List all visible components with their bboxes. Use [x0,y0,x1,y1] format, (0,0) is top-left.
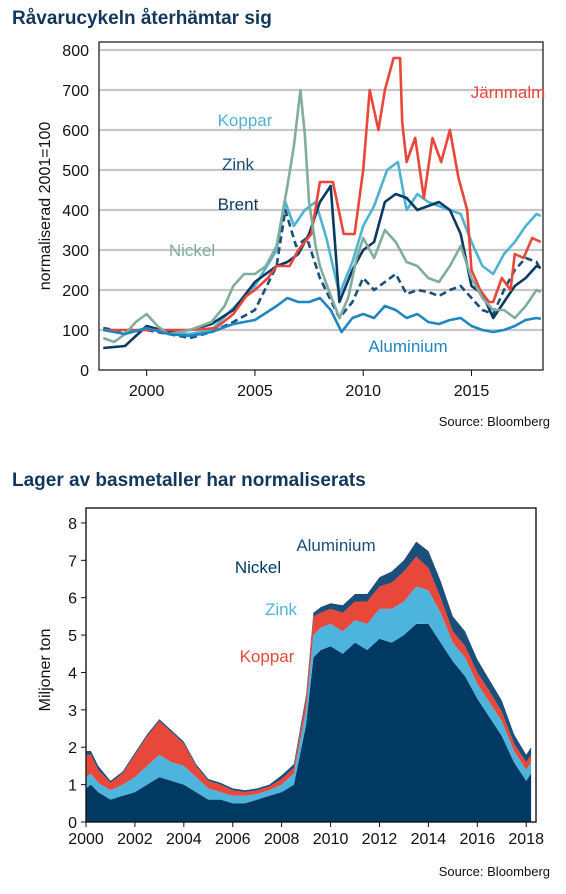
chart1-title: Råvarucykeln återhämtar sig [12,8,272,29]
area-koppar [86,556,532,796]
area-aluminium [86,623,532,822]
x-tick-label: 2016 [460,831,496,848]
y-tick-label: 300 [62,243,89,260]
series-line-aluminium [103,296,542,338]
x-tick-label: 2002 [117,831,153,848]
y-tick-label: 2 [68,740,77,757]
y-tick-label: 800 [62,43,89,60]
y-tick-label: 7 [68,553,77,570]
y-axis-label: Miljoner ton [37,629,54,712]
series-label-zink: Zink [222,155,255,174]
y-tick-label: 200 [62,283,89,300]
x-tick-label: 2018 [508,831,544,848]
chart2-title: Lager av basmetaller har normaliserats [12,470,366,491]
x-tick-label: 2000 [129,383,165,400]
x-tick-label: 2010 [345,383,381,400]
x-tick-label: 2015 [454,383,490,400]
chart1-source: Source: Bloomberg [438,414,550,429]
y-tick-label: 600 [62,123,89,140]
y-tick-label: 6 [68,591,77,608]
y-tick-label: 5 [68,628,77,645]
area-label-zink: Zink [265,600,298,619]
chart2-source: Source: Bloomberg [438,864,550,879]
series-label-jarnmalm: Järnmalm [471,83,546,102]
y-tick-label: 8 [68,516,77,533]
x-tick-label: 2005 [237,383,273,400]
series-line-koppar [103,160,542,336]
x-tick-label: 2014 [411,831,447,848]
series-line-jarnmalm [103,56,542,332]
area-label-aluminium: Aluminium [296,536,375,555]
series-line-zink [103,208,542,340]
y-tick-label: 0 [68,815,77,832]
y-tick-label: 700 [62,83,89,100]
series-label-aluminium: Aluminium [368,337,447,356]
y-tick-label: 400 [62,203,89,220]
x-tick-label: 2012 [362,831,398,848]
y-tick-label: 100 [62,323,89,340]
series-line-nickel [102,88,542,344]
y-tick-label: 4 [68,665,77,682]
x-tick-label: 2008 [264,831,300,848]
y-tick-label: 500 [62,163,89,180]
y-axis-label: normaliserad 2001=100 [37,122,54,291]
chart1-plot: 0 100 200 300 400 500 600 700 800 2000 2005 2010 201… [37,41,546,400]
area-label-nickel: Nickel [235,558,281,577]
area-label-koppar: Koppar [240,647,295,666]
plot-border [85,507,537,823]
y-tick-label: 0 [80,363,89,380]
series-label-koppar: Koppar [218,111,273,130]
x-tick-label: 2010 [313,831,349,848]
x-tick-label: 2004 [166,831,202,848]
x-tick-label: 2006 [215,831,251,848]
series-label-nickel: Nickel [169,241,215,260]
y-tick-label: 3 [68,703,77,720]
y-tick-label: 1 [68,778,77,795]
series-label-brent: Brent [218,195,259,214]
plot-frame [98,41,544,371]
x-tick-label: 2000 [68,831,104,848]
area-zink [86,586,532,804]
